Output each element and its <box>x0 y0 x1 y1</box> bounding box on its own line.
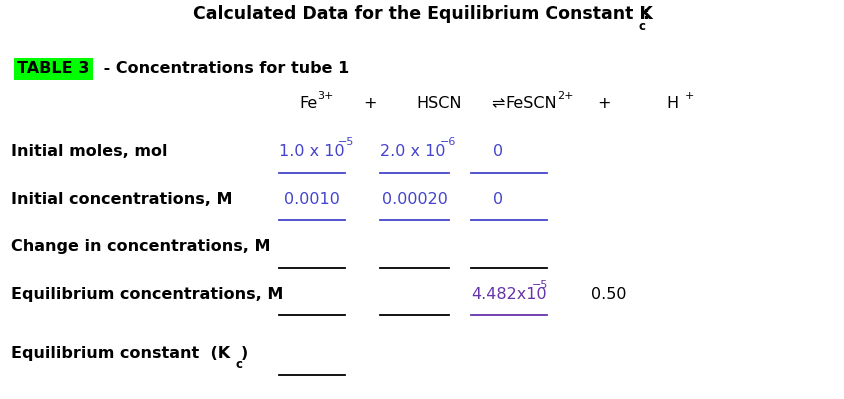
Text: −6: −6 <box>440 137 456 147</box>
Text: 1.0 x 10: 1.0 x 10 <box>279 144 344 159</box>
Text: FeSCN: FeSCN <box>505 97 556 111</box>
Text: Initial concentrations, M: Initial concentrations, M <box>12 192 233 207</box>
Text: Equilibrium concentrations, M: Equilibrium concentrations, M <box>12 286 284 302</box>
Text: +: + <box>363 97 376 111</box>
Text: 0.00020: 0.00020 <box>381 192 447 207</box>
Text: 0.50: 0.50 <box>590 286 625 302</box>
Text: :: : <box>642 5 650 24</box>
Text: H: H <box>666 97 678 111</box>
Text: 2.0 x 10: 2.0 x 10 <box>380 144 446 159</box>
Text: Fe: Fe <box>299 97 316 111</box>
Text: Initial moles, mol: Initial moles, mol <box>12 144 168 159</box>
Text: 0.0010: 0.0010 <box>284 192 339 207</box>
Text: TABLE 3: TABLE 3 <box>18 61 89 76</box>
Text: 3+: 3+ <box>316 91 333 101</box>
Text: +: + <box>596 97 609 111</box>
Text: c: c <box>638 20 645 34</box>
Text: Change in concentrations, M: Change in concentrations, M <box>12 239 271 254</box>
Text: ): ) <box>241 346 247 361</box>
Text: HSCN: HSCN <box>416 97 462 111</box>
Text: - Concentrations for tube 1: - Concentrations for tube 1 <box>98 61 349 76</box>
Text: 0: 0 <box>493 144 503 159</box>
Text: ⇌: ⇌ <box>491 97 505 111</box>
Text: c: c <box>235 358 242 371</box>
Text: +: + <box>684 91 693 101</box>
Text: 0: 0 <box>493 192 503 207</box>
Text: 4.482x10: 4.482x10 <box>471 286 546 302</box>
Text: −5: −5 <box>338 137 354 147</box>
Text: −5: −5 <box>532 280 548 290</box>
Text: Equilibrium constant  (K: Equilibrium constant (K <box>12 346 230 361</box>
Text: 2+: 2+ <box>556 91 573 101</box>
Text: Calculated Data for the Equilibrium Constant K: Calculated Data for the Equilibrium Cons… <box>192 5 652 24</box>
